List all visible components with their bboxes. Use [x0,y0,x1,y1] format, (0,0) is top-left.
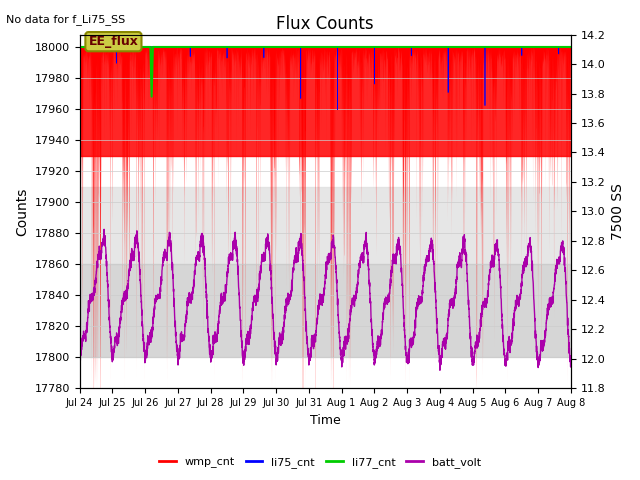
Y-axis label: Counts: Counts [15,187,29,236]
Bar [79,47,571,156]
Title: Flux Counts: Flux Counts [276,15,374,33]
Legend: wmp_cnt, li75_cnt, li77_cnt, batt_volt: wmp_cnt, li75_cnt, li77_cnt, batt_volt [154,452,486,472]
Bar [79,264,571,357]
Y-axis label: 7500 SS: 7500 SS [611,183,625,240]
Text: No data for f_Li75_SS: No data for f_Li75_SS [6,14,125,25]
Text: EE_flux: EE_flux [88,35,138,48]
X-axis label: Time: Time [310,414,340,427]
Bar [79,187,571,264]
